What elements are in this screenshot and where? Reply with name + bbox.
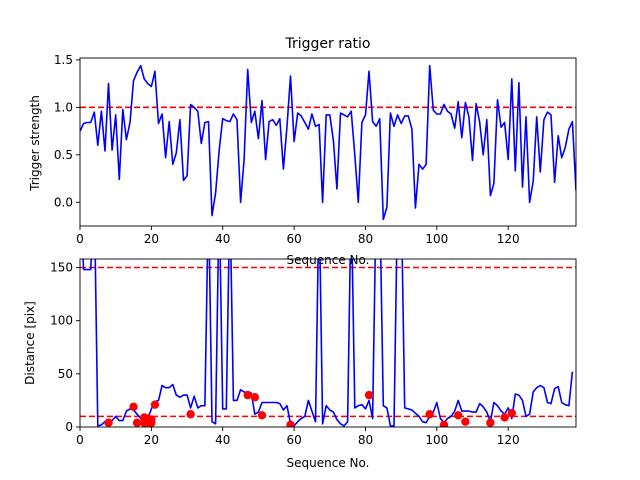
bottom-chart-frame: [79, 258, 577, 428]
top-chart-x-label: Sequence No.: [287, 253, 370, 267]
top-chart-x-tick-label-1: 20: [144, 232, 159, 246]
bottom-chart-marker-20: [486, 418, 495, 427]
bottom-chart-marker-1: [129, 402, 138, 411]
bottom-chart-marker-2: [132, 418, 142, 427]
bottom-chart-marker-10: [186, 410, 195, 419]
bottom-chart-x-tick-label-0: 0: [76, 433, 84, 447]
bottom-chart-axes: 0 20 40 60 80 100 120 0 50 100 150: [50, 258, 577, 447]
bottom-chart-marker-19: [461, 417, 470, 426]
bottom-chart-x-tick-label-6: 120: [497, 433, 520, 447]
bottom-chart-marker-17: [439, 420, 449, 427]
bottom-chart: 0 20 40 60 80 100 120 0 50 100 150 Sequence No. Di…: [23, 258, 577, 470]
bottom-chart-y-label: Distance [pix]: [23, 301, 37, 385]
top-chart-frame: [79, 57, 577, 227]
bottom-chart-marker-9: [150, 400, 160, 409]
bottom-chart-marker-21: [500, 413, 509, 422]
top-chart-x-tick-label-5: 100: [425, 232, 448, 246]
top-chart-x-tick-label-6: 120: [497, 232, 520, 246]
bottom-chart-y-tick-label-1: 50: [58, 367, 73, 381]
top-chart-x-tick-label-2: 40: [215, 232, 230, 246]
top-chart-title: Trigger ratio: [284, 36, 370, 52]
top-chart-y-tick-label-2: 1.0: [54, 100, 73, 114]
bottom-chart-marker-11: [243, 390, 252, 400]
bottom-chart-marker-15: [364, 390, 374, 400]
bottom-chart-marker-0: [104, 418, 113, 427]
bottom-chart-x-tick-label-3: 60: [286, 433, 301, 447]
bottom-chart-x-label: Sequence No.: [287, 456, 370, 470]
top-chart-plot-area: [80, 64, 576, 221]
top-chart-axes: 0 20 40 60 80 100 120 0.0 0.5 1.0 1.5: [54, 53, 577, 246]
bottom-chart-marker-12: [250, 393, 260, 402]
top-chart-y-tick-label-1: 0.5: [54, 148, 73, 162]
top-chart-y-tick-label-0: 0.0: [54, 195, 73, 209]
top-chart-y-label: Trigger strength: [28, 95, 42, 192]
top-chart-x-tick-label-3: 60: [286, 232, 301, 246]
bottom-chart-y-tick-label-3: 150: [50, 261, 73, 275]
top-chart-plot-content: [80, 64, 576, 221]
top-chart-y-tick-label-3: 1.5: [54, 53, 73, 67]
bottom-chart-x-tick-label-2: 40: [215, 433, 230, 447]
bottom-chart-marker-14: [286, 420, 295, 427]
bottom-chart-marker-8: [147, 415, 156, 424]
top-chart-x-tick-label-0: 0: [76, 232, 84, 246]
bottom-chart-marker-13: [257, 411, 267, 420]
bottom-chart-y-tick-label-2: 100: [50, 314, 73, 328]
bottom-chart-x-tick-label-5: 100: [425, 433, 448, 447]
bottom-chart-marker-16: [425, 410, 434, 419]
bottom-chart-y-tick-label-0: 0: [65, 420, 73, 434]
bottom-chart-plot-content: [80, 259, 576, 427]
top-chart: Trigger ratio 0 20 40 60 80 100 120 0.0 0.5 1.0 1.…: [28, 36, 577, 267]
bottom-chart-x-tick-label-1: 20: [144, 433, 159, 447]
bottom-chart-plot-area: [80, 259, 576, 427]
top-chart-x-tick-label-4: 80: [358, 232, 373, 246]
bottom-chart-x-tick-label-4: 80: [358, 433, 373, 447]
top-chart-series-line-0: [80, 64, 576, 221]
bottom-chart-marker-22: [507, 408, 516, 418]
bottom-chart-marker-18: [454, 411, 463, 420]
